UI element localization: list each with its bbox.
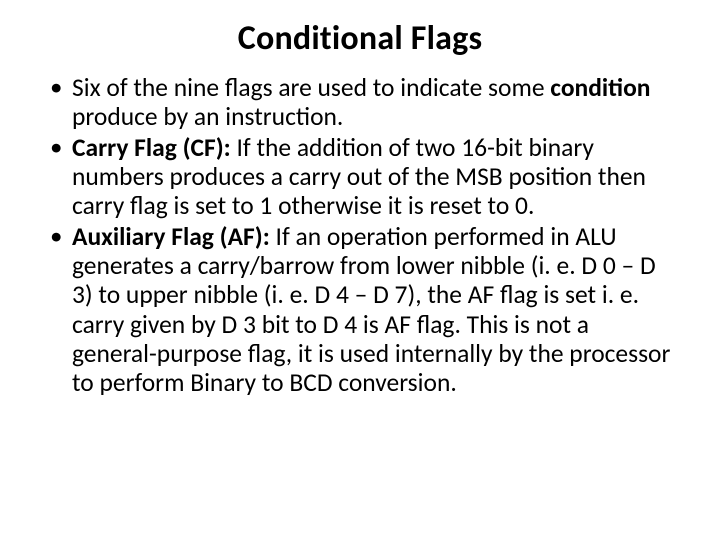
list-item: Auxiliary Flag (AF): If an operation per… xyxy=(44,222,676,396)
slide: Conditional Flags Six of the nine flags … xyxy=(0,0,720,540)
bullet-list: Six of the nine flags are used to indica… xyxy=(44,73,676,397)
list-item: Carry Flag (CF): If the addition of two … xyxy=(44,133,676,220)
list-item: Six of the nine flags are used to indica… xyxy=(44,73,676,131)
bullet-text-pre: Six of the nine flags are used to indica… xyxy=(72,72,550,103)
bullet-text-bold: condition xyxy=(550,72,650,103)
bullet-text-bold: Auxiliary Flag (AF): xyxy=(72,221,270,252)
slide-title: Conditional Flags xyxy=(44,18,676,59)
bullet-text-bold: Carry Flag (CF): xyxy=(72,132,231,163)
bullet-text-post: produce by an instruction. xyxy=(72,101,343,132)
